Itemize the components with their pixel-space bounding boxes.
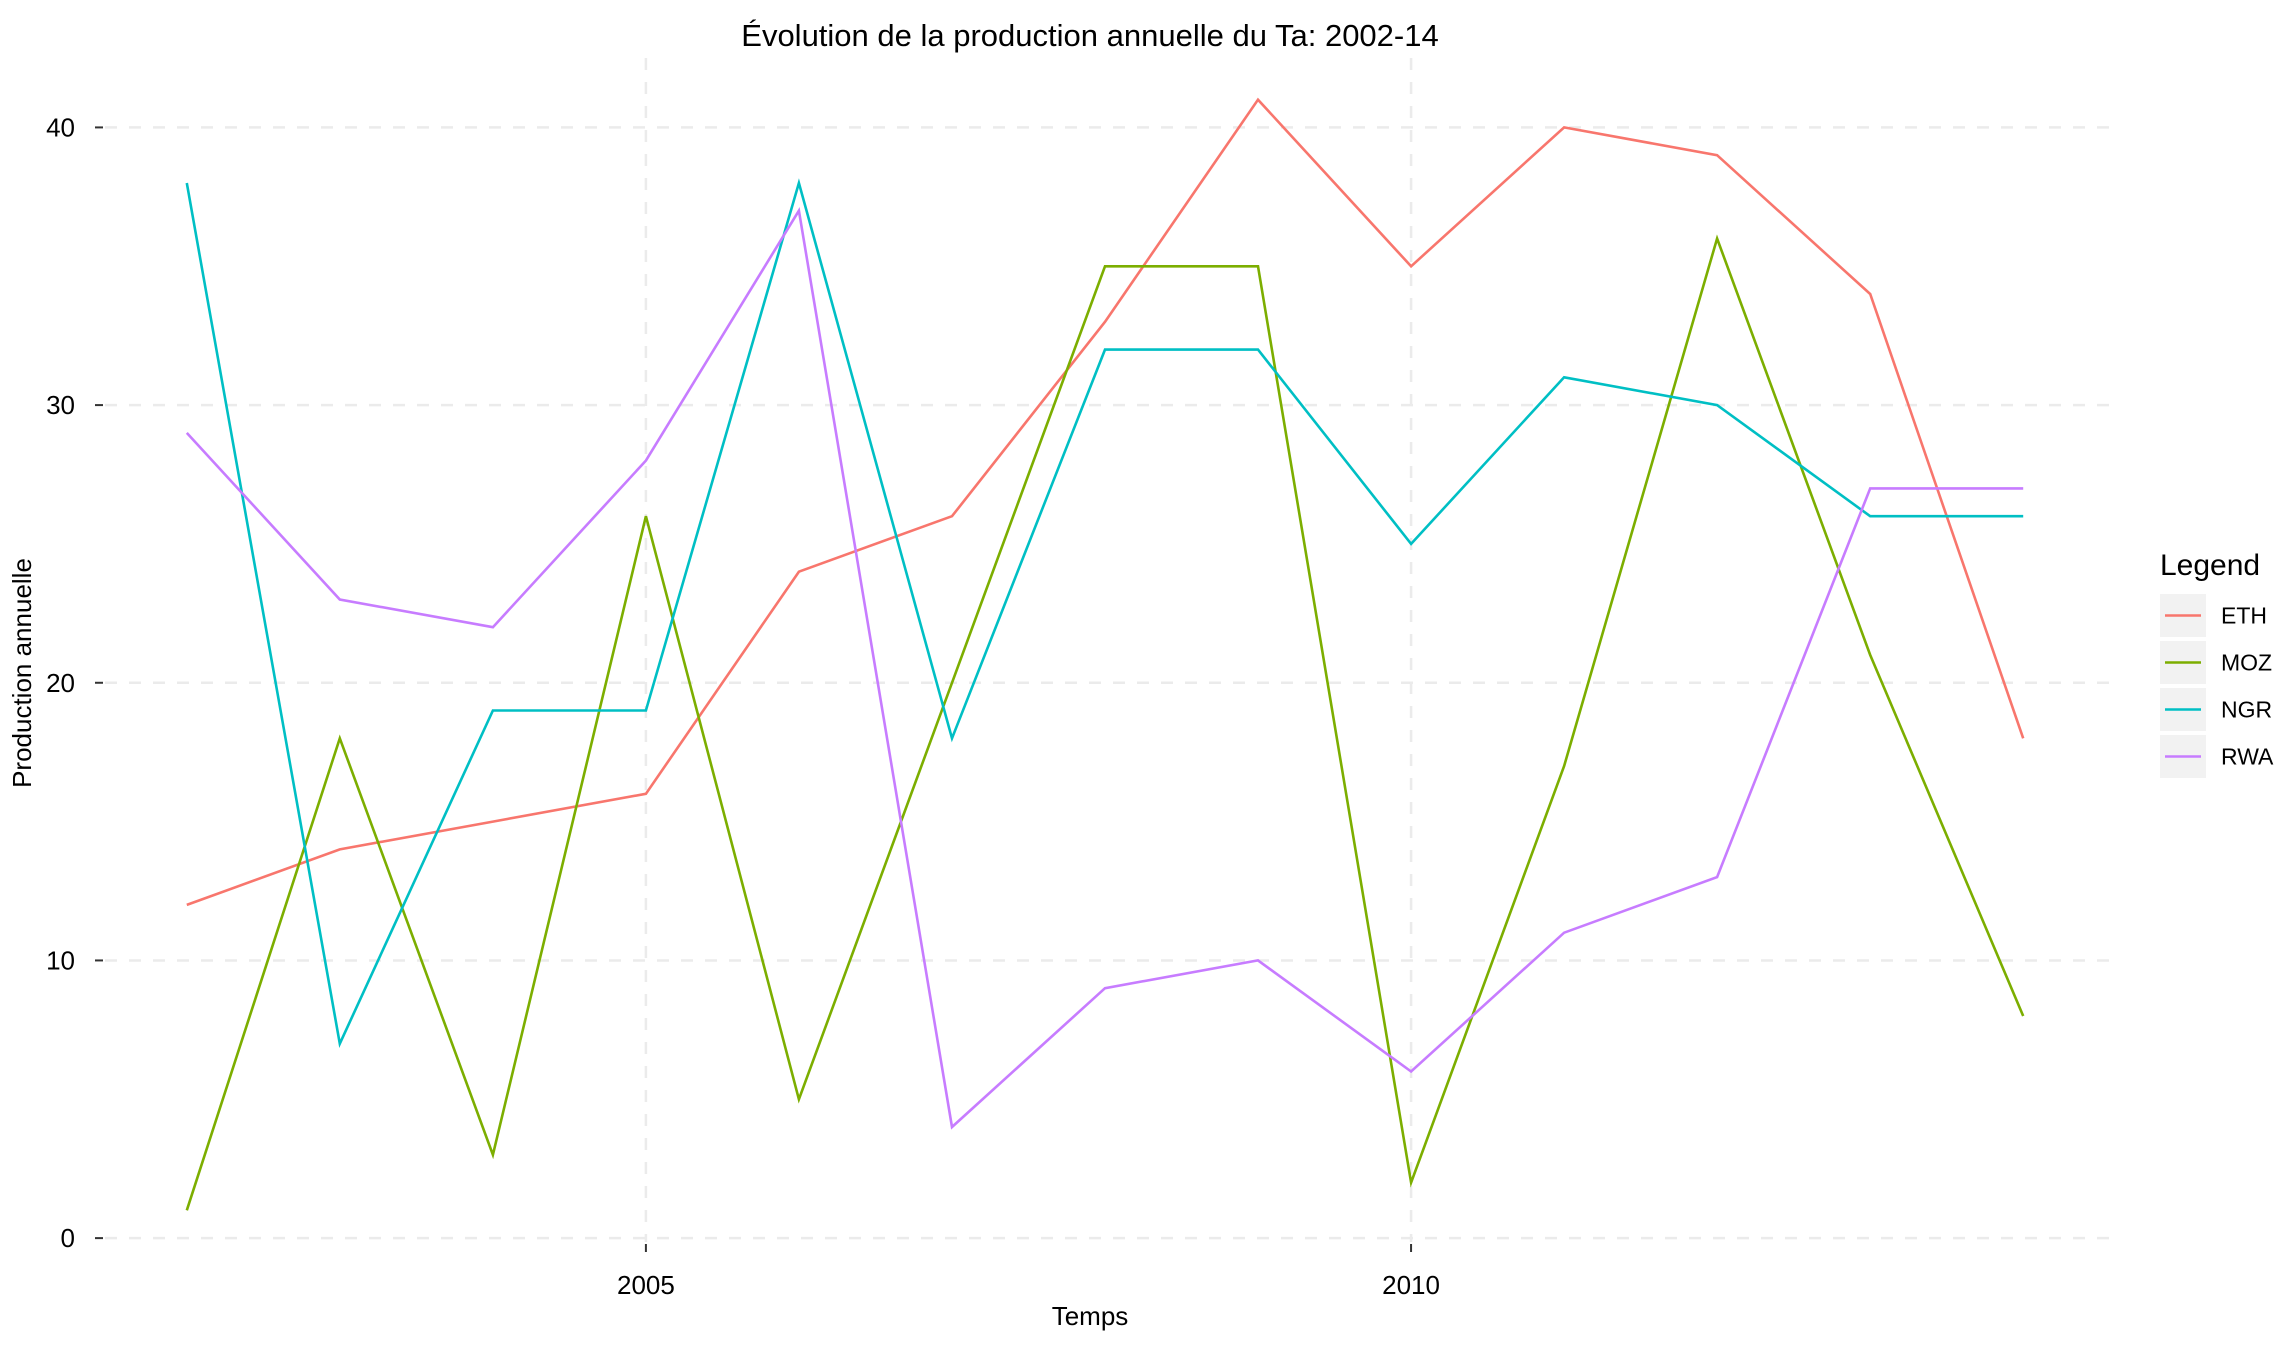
grid [105, 58, 2115, 1242]
series-lines [185, 97, 2025, 1211]
y-axis-title: Production annuelle [7, 558, 37, 788]
y-tick-label: 40 [46, 112, 75, 142]
y-tick-label: 0 [61, 1223, 75, 1253]
legend-label-ngr: NGR [2221, 697, 2272, 723]
legend: Legend ETH MOZ NGR RWA [2160, 549, 2274, 778]
y-tick-label: 10 [46, 945, 75, 975]
x-tick-label: 2010 [1382, 1270, 1440, 1300]
axis-ticks: 0 10 20 30 40 2005 2010 [46, 112, 1440, 1300]
y-tick-label: 20 [46, 668, 75, 698]
chart-title: Évolution de la production annuelle du T… [741, 18, 1438, 53]
x-axis-title: Temps [1052, 1301, 1129, 1331]
y-tick-label: 30 [46, 390, 75, 420]
series-line-eth [186, 97, 2025, 907]
series-line-rwa [185, 207, 2024, 1130]
series-line-ngr [185, 178, 2024, 1049]
legend-label-eth: ETH [2221, 603, 2267, 629]
legend-label-rwa: RWA [2221, 744, 2274, 770]
series-line-moz [185, 234, 2025, 1211]
legend-title: Legend [2160, 549, 2260, 582]
x-tick-label: 2005 [617, 1270, 675, 1300]
legend-label-moz: MOZ [2221, 650, 2272, 676]
